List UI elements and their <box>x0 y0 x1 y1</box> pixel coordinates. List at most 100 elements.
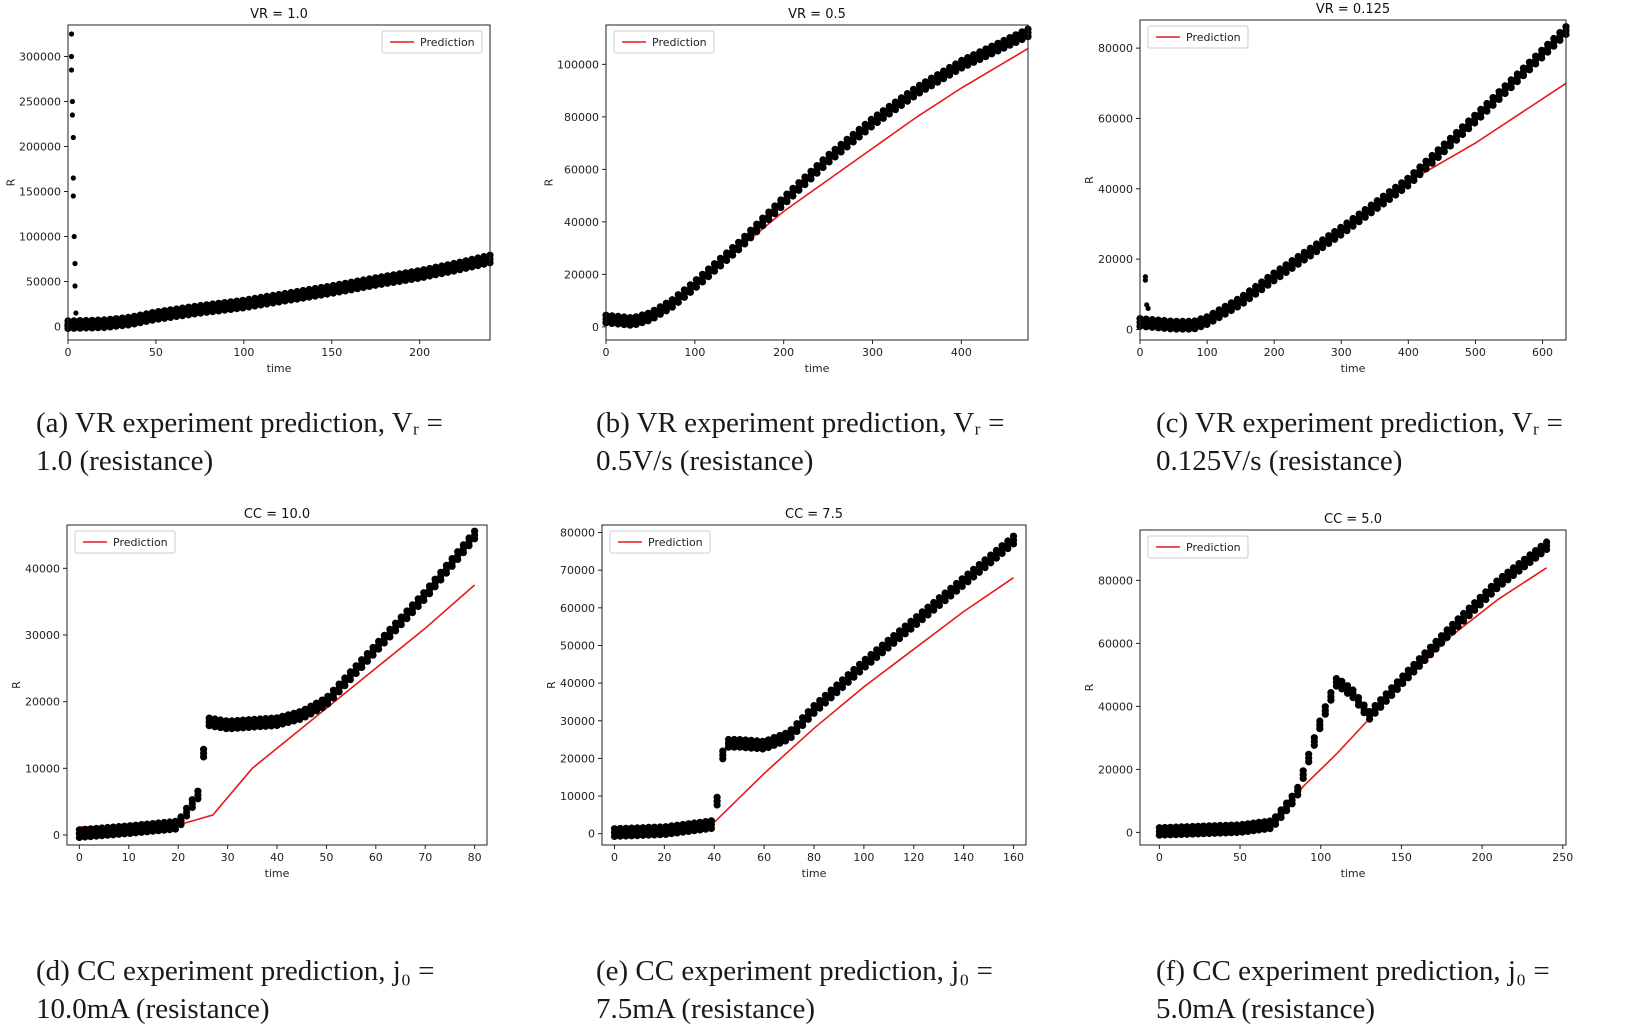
data-point <box>1000 36 1008 45</box>
data-point <box>1471 111 1479 119</box>
plot-frame <box>67 24 491 341</box>
caption-d: (d) CC experiment prediction, j₀ = 10.0m… <box>36 952 506 1028</box>
x-tick-label: 0 <box>76 851 83 864</box>
caption-c-line2: 0.125V/s (resistance) <box>1156 445 1403 477</box>
data-point <box>94 316 102 324</box>
data-point <box>70 317 78 325</box>
data-point <box>1538 46 1546 54</box>
data-point <box>166 306 175 314</box>
data-point <box>1310 734 1318 742</box>
data-point <box>813 162 821 170</box>
data-point <box>1233 295 1241 303</box>
data-point <box>188 796 196 804</box>
data-point <box>753 220 761 228</box>
data-point <box>347 278 355 286</box>
data-point <box>160 307 169 315</box>
caption-e-line2: 7.5mA (resistance) <box>596 993 816 1025</box>
data-point <box>1222 821 1230 829</box>
data-point <box>324 692 332 700</box>
data-point <box>909 85 918 93</box>
y-tick-label: 80000 <box>560 527 595 540</box>
plot-frame <box>605 24 1029 341</box>
data-point <box>104 823 112 832</box>
data-point <box>787 726 795 734</box>
x-tick-label: 80 <box>807 851 821 864</box>
y-tick-label: 40000 <box>1098 700 1133 713</box>
data-point <box>807 167 815 175</box>
data-point <box>988 42 996 50</box>
y-tick-label: 30000 <box>25 629 60 642</box>
data-point <box>873 646 881 654</box>
data-point <box>765 208 773 216</box>
data-point <box>1355 210 1363 218</box>
data-point <box>1004 537 1012 545</box>
subplot-d: CC = 10.0 0 10 20 30 40 50 60 70 80 0 10000 20000 300… <box>10 507 488 880</box>
data-point <box>1379 192 1387 200</box>
data-point <box>281 289 289 298</box>
data-point <box>1525 58 1534 66</box>
data-point <box>730 735 738 744</box>
caption-b-line1: (b) VR experiment prediction, Vᵣ = <box>596 407 1005 439</box>
data-point <box>130 312 138 320</box>
data-point <box>205 714 213 722</box>
legend-box <box>1147 535 1249 559</box>
data-point <box>386 625 394 633</box>
data-point <box>1205 822 1213 830</box>
x-tick-label: 100 <box>233 346 254 359</box>
data-point <box>921 78 930 86</box>
data-point <box>1233 821 1241 829</box>
data-point <box>1367 201 1375 209</box>
prediction-line <box>605 47 1029 323</box>
data-point <box>1255 818 1263 827</box>
data-point <box>456 258 464 266</box>
data-point <box>329 686 338 694</box>
data-point <box>844 671 852 679</box>
data-point <box>262 715 270 723</box>
data-point <box>994 39 1002 47</box>
data-point <box>1454 615 1462 623</box>
data-point <box>907 617 915 626</box>
y-tick-label: 10000 <box>25 762 60 775</box>
data-point <box>620 313 628 321</box>
x-tick-label: 140 <box>953 851 974 864</box>
data-point <box>639 824 647 832</box>
data-point <box>1349 214 1357 223</box>
data-point <box>1544 40 1552 49</box>
data-point <box>1282 261 1290 269</box>
data-point <box>118 314 126 322</box>
data-point <box>312 699 321 707</box>
data-point <box>358 656 366 664</box>
y-tick-label: 300000 <box>19 51 61 64</box>
y-tick-label: 200000 <box>19 141 61 154</box>
data-point <box>867 650 875 659</box>
y-tick-label: 40000 <box>25 562 60 575</box>
legend-box <box>609 530 711 554</box>
y-axis-label: R <box>1083 176 1096 184</box>
data-point <box>392 619 400 627</box>
data-point <box>680 286 689 294</box>
data-point <box>1172 823 1180 831</box>
data-point <box>172 305 181 313</box>
outlier-point <box>71 233 77 240</box>
data-point <box>462 257 470 265</box>
data-point <box>698 270 707 278</box>
data-point <box>353 277 361 285</box>
data-point <box>771 202 779 210</box>
data-point <box>1337 223 1345 231</box>
data-point <box>100 316 108 324</box>
data-point <box>228 717 236 725</box>
x-tick-label: 20 <box>171 851 185 864</box>
data-point <box>380 631 388 640</box>
y-tick-label: 70000 <box>560 564 595 577</box>
data-point <box>692 276 701 284</box>
data-point <box>1299 767 1307 775</box>
y-tick-label: 80000 <box>1098 574 1133 587</box>
data-point <box>98 824 106 832</box>
x-tick-label: 100 <box>684 346 705 359</box>
data-point <box>471 527 479 535</box>
data-point <box>810 702 818 710</box>
data-point <box>650 823 659 831</box>
x-tick-label: 300 <box>1331 346 1352 359</box>
data-point <box>459 541 467 549</box>
data-point <box>1422 157 1430 165</box>
